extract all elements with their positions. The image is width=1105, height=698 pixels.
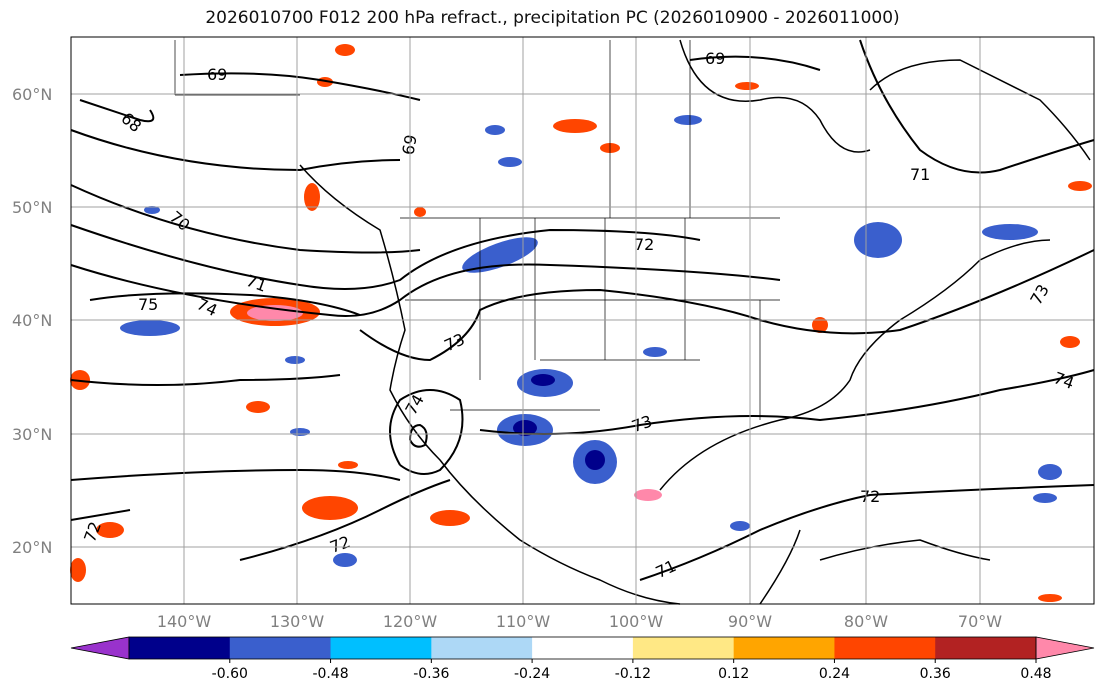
colorbar-tick-label: 0.48: [1020, 666, 1051, 682]
colorbar-extend-high: [1035, 636, 1095, 660]
contour-label: 69: [207, 65, 227, 84]
colorbar-tick-label: 0.36: [920, 666, 951, 682]
colorbar-tick-label: 0.12: [718, 666, 749, 682]
colorbar: -0.60 -0.48 -0.36 -0.24 -0.12 0.12 0.24 0.36 0.4…: [70, 636, 1095, 682]
lon-label: 90°W: [728, 612, 772, 631]
latitude-labels: 60°N 50°N 40°N 30°N 20°N: [12, 85, 52, 557]
contour-label: 71: [910, 165, 930, 184]
gridlines: [71, 37, 1094, 604]
longitude-labels: 140°W 130°W 120°W 110°W 100°W 90°W 80°W …: [157, 612, 1002, 631]
lat-label: 20°N: [12, 538, 52, 557]
colorbar-tick-label: 0.24: [819, 666, 850, 682]
contour-lines: [70, 39, 1095, 581]
colorbar-segment: [632, 637, 735, 659]
contour-label: 72: [634, 235, 654, 254]
lat-label: 60°N: [12, 85, 52, 104]
colorbar-tick-label: -0.24: [514, 666, 550, 682]
lon-label: 130°W: [270, 612, 325, 631]
lon-label: 70°W: [958, 612, 1002, 631]
colorbar-segment: [129, 637, 231, 659]
lon-label: 100°W: [609, 612, 664, 631]
colorbar-extend-low: [70, 636, 130, 660]
lon-label: 110°W: [496, 612, 551, 631]
lon-label: 140°W: [157, 612, 212, 631]
colorbar-tick-label: -0.36: [413, 666, 449, 682]
map-title: 2026010700 F012 200 hPa refract., precip…: [205, 8, 900, 28]
colorbar-segment: [330, 637, 432, 659]
colorbar-segment: [733, 637, 835, 659]
lon-label: 120°W: [383, 612, 438, 631]
lon-label: 80°W: [844, 612, 888, 631]
colorbar-tick-label: -0.48: [312, 666, 348, 682]
lat-label: 30°N: [12, 425, 52, 444]
colorbar-tick-label: -0.60: [212, 666, 248, 682]
colorbar-segment: [229, 637, 332, 659]
colorbar-segment: [532, 637, 634, 659]
colorbar-tick-label: -0.12: [615, 666, 651, 682]
contour-label: 69: [705, 49, 725, 68]
colorbar-segment: [431, 637, 533, 659]
coastlines: [299, 39, 1091, 605]
colorbar-segment: [834, 637, 936, 659]
lat-label: 40°N: [12, 311, 52, 330]
contour-label: 75: [138, 295, 158, 314]
contour-label: 72: [860, 487, 880, 506]
political-borders: [174, 40, 780, 420]
colorbar-segment: [935, 637, 1037, 659]
map-frame: [70, 36, 1095, 605]
colorbar-frame: [128, 636, 1037, 660]
lat-label: 50°N: [12, 198, 52, 217]
